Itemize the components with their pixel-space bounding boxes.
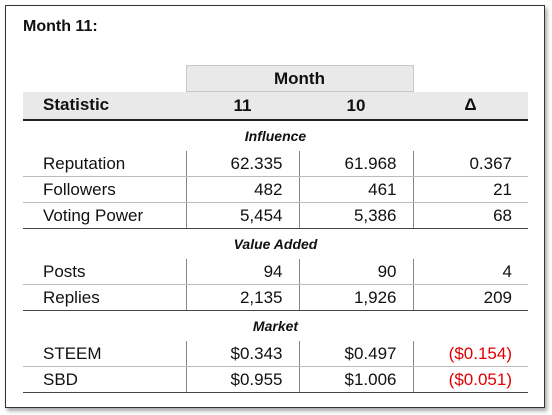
cell-value: 90 <box>298 259 413 285</box>
cell-value: 1,926 <box>298 284 413 311</box>
cell-value: ($0.051) <box>412 366 528 393</box>
data-row: Replies 2,135 1,926 209 <box>23 284 528 311</box>
row-label: Reputation <box>23 151 186 177</box>
stats-table: Month Statistic 11 10 Δ Influence Reputation… <box>23 65 528 393</box>
section-title: Value Added <box>233 236 318 252</box>
cell-value: 461 <box>298 176 413 203</box>
group-header: Month <box>185 65 414 92</box>
cell-value: 94 <box>185 259 299 285</box>
cell-value: $0.955 <box>185 366 299 393</box>
section-row: Market <box>23 311 528 342</box>
cell-value: 21 <box>412 176 528 203</box>
row-label: Posts <box>23 259 186 285</box>
data-row: Voting Power 5,454 5,386 68 <box>23 202 528 229</box>
column-header: Δ <box>413 91 528 121</box>
empty-cell <box>23 66 186 92</box>
cell-value: 68 <box>412 202 528 229</box>
data-row: Posts 94 90 4 <box>23 259 528 285</box>
column-header: 10 <box>299 91 413 121</box>
header-row: Statistic 11 10 Δ <box>23 91 528 121</box>
row-label: Followers <box>23 176 186 203</box>
cell-value: 62.335 <box>185 151 299 177</box>
section-title: Influence <box>244 128 307 144</box>
cell-value: 209 <box>412 284 528 311</box>
section-title: Market <box>252 318 299 334</box>
cell-value: $0.497 <box>298 341 413 367</box>
empty-cell <box>413 66 528 92</box>
cell-value: $0.343 <box>185 341 299 367</box>
data-row: STEEM $0.343 $0.497 ($0.154) <box>23 341 528 367</box>
cell-value: 5,386 <box>298 202 413 229</box>
data-row: Reputation 62.335 61.968 0.367 <box>23 151 528 177</box>
section-row: Value Added <box>23 229 528 260</box>
panel: Month 11: Month Statistic 11 10 Δ Influence… <box>5 5 545 408</box>
cell-value: 61.968 <box>298 151 413 177</box>
cell-value: $1.006 <box>298 366 413 393</box>
row-label: SBD <box>23 366 186 393</box>
data-row: Followers 482 461 21 <box>23 176 528 203</box>
cell-value: 0.367 <box>412 151 528 177</box>
row-label: Voting Power <box>23 202 186 229</box>
cell-value: 2,135 <box>185 284 299 311</box>
title: Month 11: <box>23 18 98 35</box>
row-label: STEEM <box>23 341 186 367</box>
column-header: Statistic <box>23 91 186 121</box>
cell-value: ($0.154) <box>412 341 528 367</box>
group-header-row: Month <box>23 65 528 92</box>
cell-value: 482 <box>185 176 299 203</box>
column-header: 11 <box>186 91 299 121</box>
cell-value: 4 <box>412 259 528 285</box>
section-row: Influence <box>23 120 528 151</box>
cell-value: 5,454 <box>185 202 299 229</box>
row-label: Replies <box>23 284 186 311</box>
data-row: SBD $0.955 $1.006 ($0.051) <box>23 366 528 393</box>
table-body: Influence Reputation 62.335 61.968 0.367 Foll… <box>23 120 528 393</box>
